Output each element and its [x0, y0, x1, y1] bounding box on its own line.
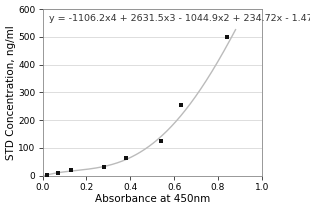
- Y-axis label: STD Concentration, ng/ml: STD Concentration, ng/ml: [6, 25, 16, 160]
- Point: [69, 168, 73, 172]
- Point: [55, 171, 60, 175]
- Point: [101, 165, 106, 168]
- Point: [158, 139, 163, 143]
- Point: [224, 35, 229, 38]
- Text: y = -1106.2x4 + 2631.5x3 - 1044.9x2 + 234.72x - 1.4717: y = -1106.2x4 + 2631.5x3 - 1044.9x2 + 23…: [49, 14, 310, 23]
- Point: [44, 173, 49, 177]
- Point: [123, 156, 128, 159]
- X-axis label: Absorbance at 450nm: Absorbance at 450nm: [95, 194, 210, 205]
- Point: [178, 103, 183, 106]
